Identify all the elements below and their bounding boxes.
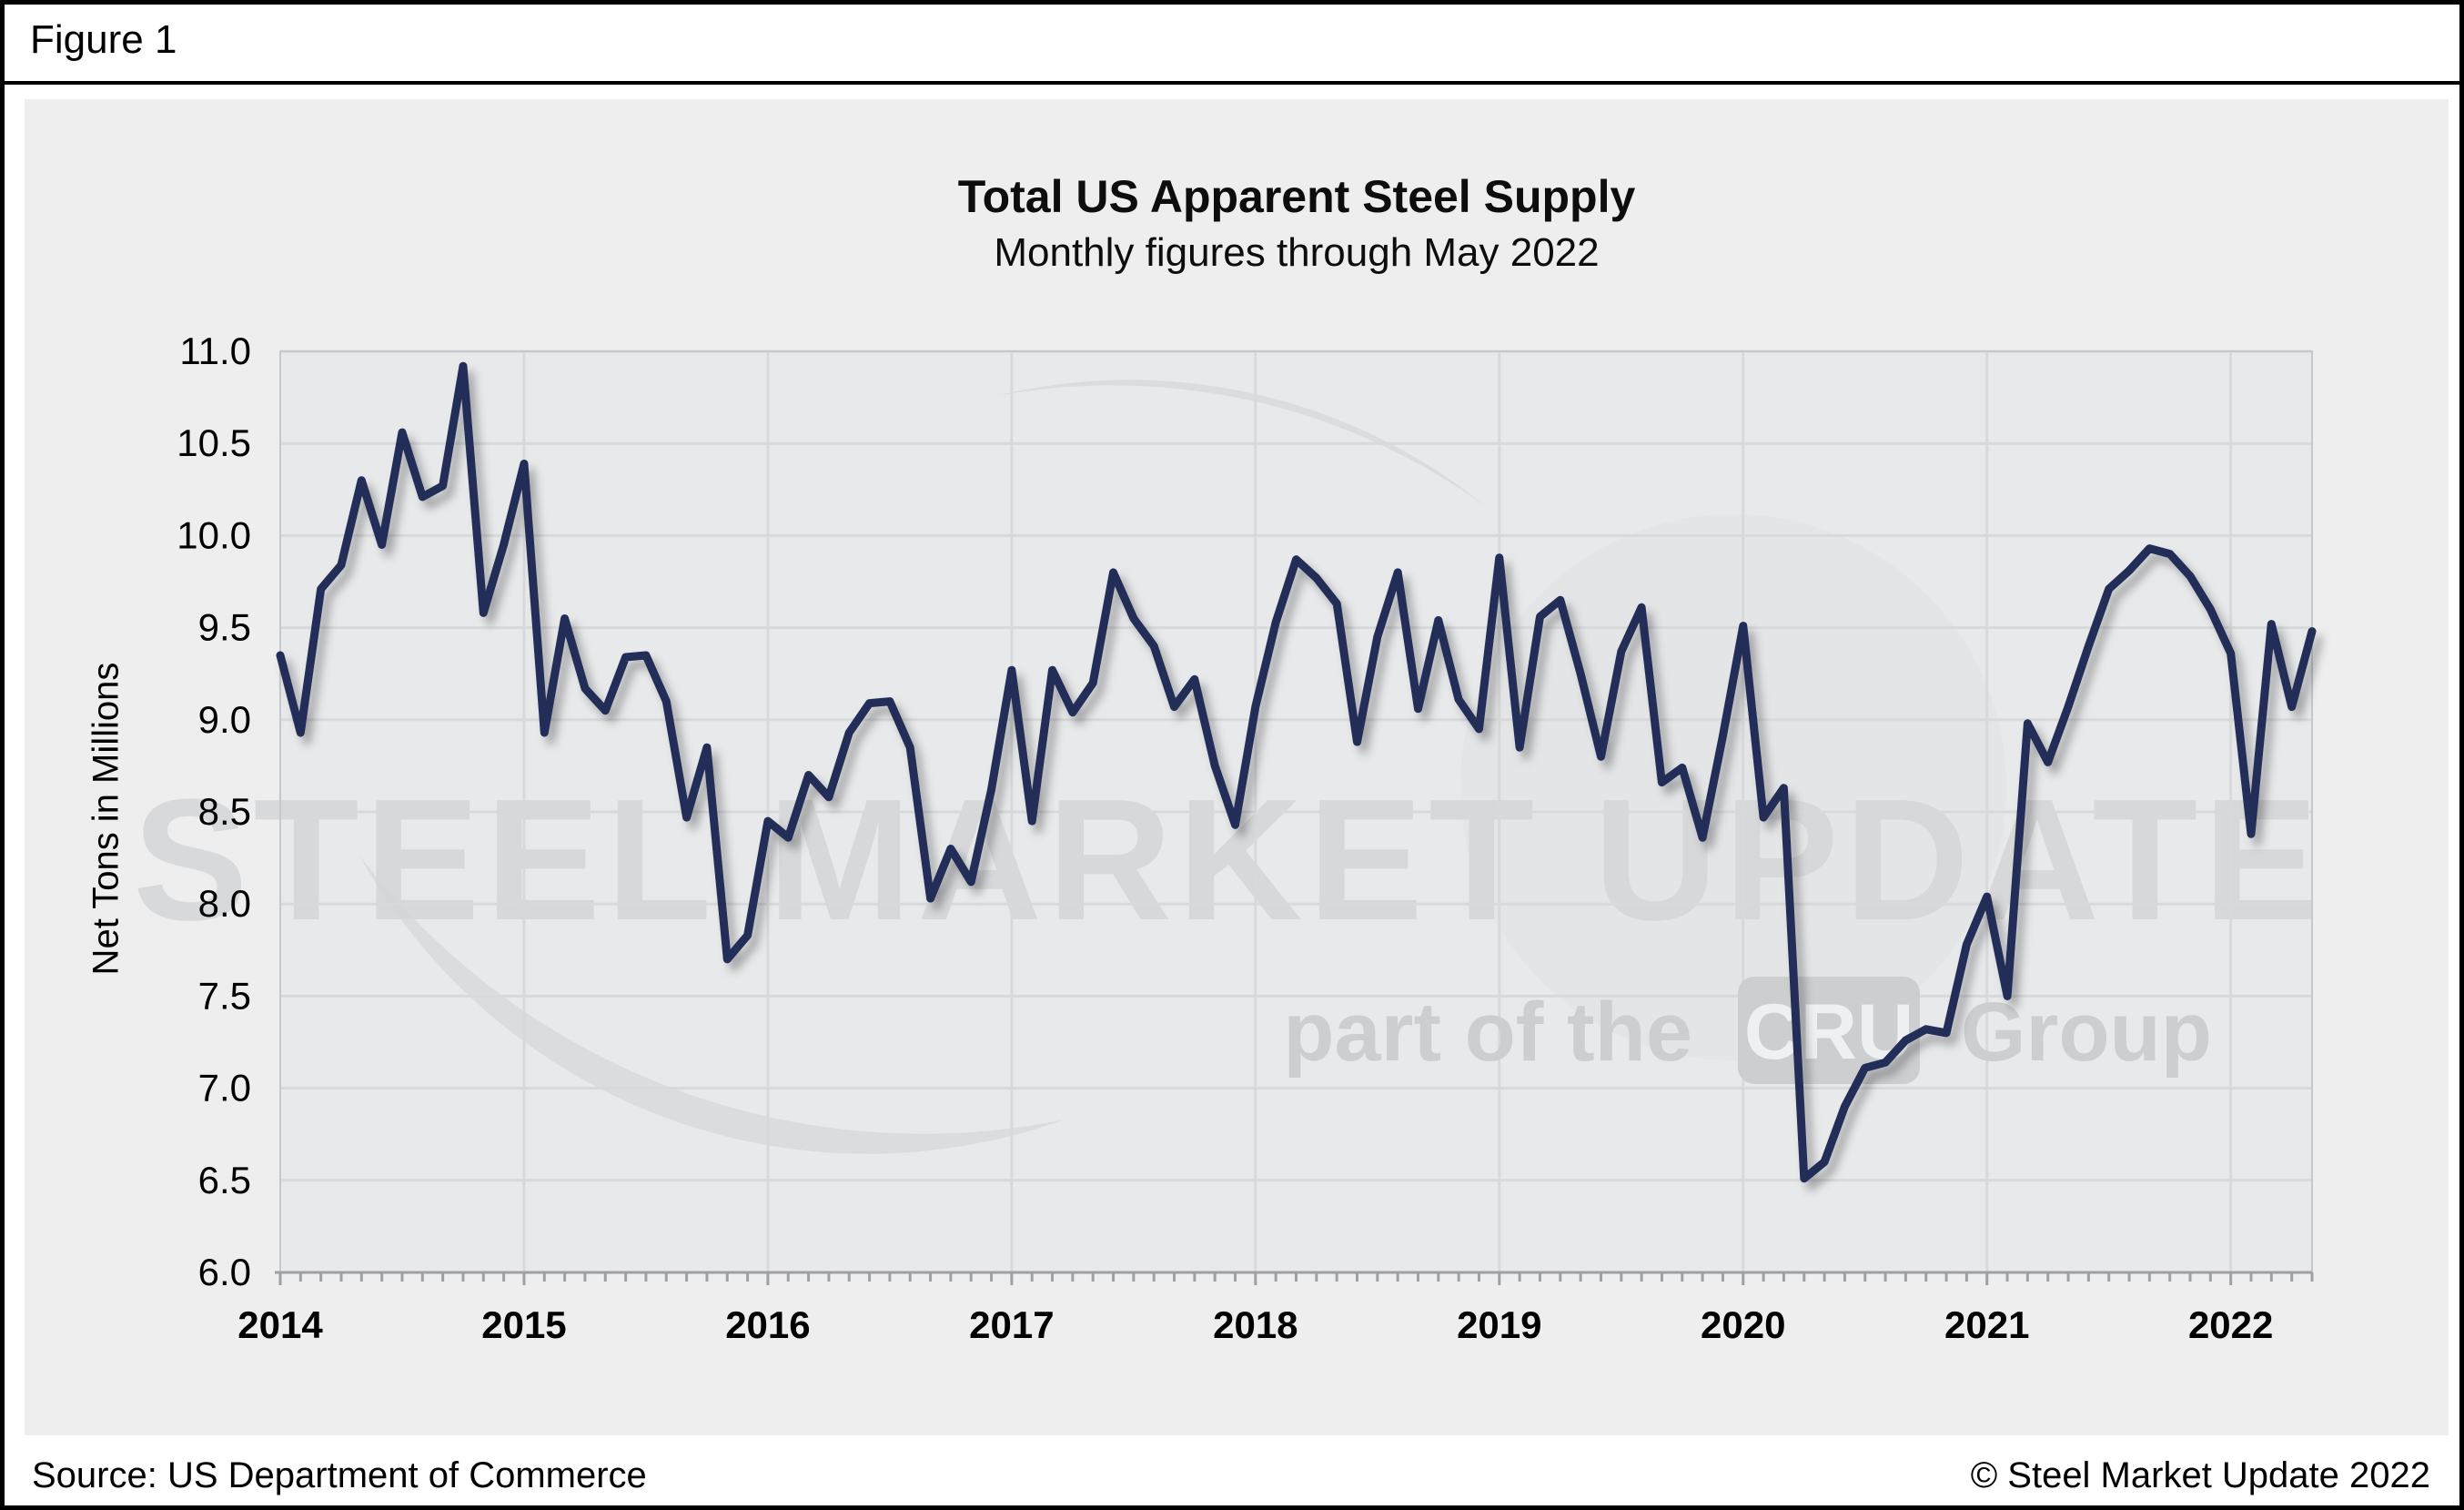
- watermark-disc: [1460, 514, 2006, 1060]
- x-tick-label: 2022: [2188, 1303, 2273, 1346]
- y-tick-label: 9.0: [198, 698, 251, 741]
- copyright-note: © Steel Market Update 2022: [1970, 1455, 2430, 1495]
- steel-supply-series-line: [276, 361, 2317, 1183]
- x-tick-label: 2017: [969, 1303, 1054, 1346]
- figure-label: Figure 1: [30, 17, 177, 62]
- watermark-partofthe: part of the: [1283, 986, 1692, 1079]
- y-tick-label: 11.0: [179, 329, 251, 372]
- x-tick-label: 2016: [725, 1303, 810, 1346]
- y-tick-label: 10.0: [177, 513, 251, 556]
- y-tick-label: 6.5: [198, 1159, 251, 1201]
- x-tick-label: 2014: [237, 1303, 323, 1346]
- y-axis-title: Net Tons in Millions: [86, 662, 126, 976]
- watermark-swoosh-lower: [359, 856, 1065, 1154]
- x-tick-label: 2020: [1701, 1303, 1785, 1346]
- x-tick-label: 2018: [1213, 1303, 1298, 1346]
- y-tick-label: 9.5: [198, 606, 251, 649]
- x-tick-label: 2019: [1457, 1303, 1541, 1346]
- y-tick-label: 6.0: [198, 1251, 251, 1293]
- x-tick-label: 2021: [1944, 1303, 2029, 1346]
- y-tick-label: 8.0: [198, 882, 251, 925]
- y-tick-label: 10.5: [177, 421, 251, 464]
- top-rule: [5, 81, 2459, 85]
- y-tick-label: 7.0: [198, 1067, 251, 1110]
- y-tick-label: 7.5: [198, 974, 251, 1017]
- x-tick-label: 2015: [481, 1303, 566, 1346]
- watermark-group: Group: [1961, 986, 2212, 1079]
- watermark-cru-box: [1738, 977, 1920, 1084]
- source-note: Source: US Department of Commerce: [32, 1455, 647, 1495]
- chart-title: Total US Apparent Steel Supply: [957, 171, 1636, 222]
- y-tick-label: 8.5: [198, 790, 251, 833]
- chart-subtitle: Monthly figures through May 2022: [994, 230, 1600, 275]
